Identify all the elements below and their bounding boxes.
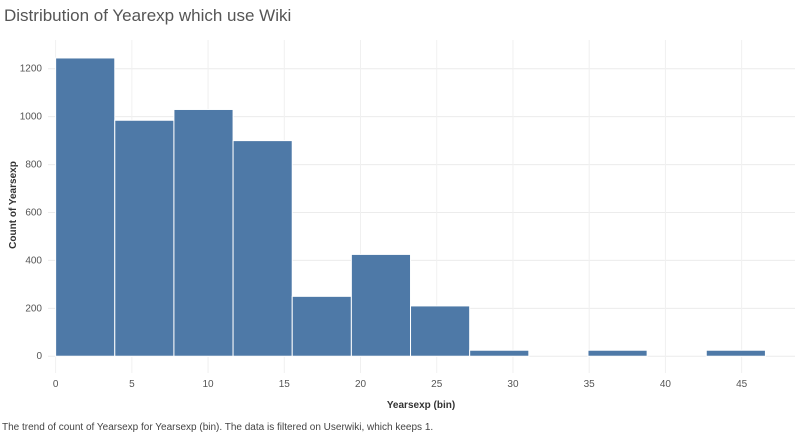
x-tick-label: 15 bbox=[279, 379, 291, 390]
chart-title: Distribution of Yearexp which use Wiki bbox=[4, 6, 292, 25]
bars bbox=[55, 57, 766, 357]
histogram-bar[interactable] bbox=[587, 349, 648, 357]
histogram-bar[interactable] bbox=[410, 305, 471, 357]
x-tick-label: 45 bbox=[736, 379, 748, 390]
y-tick-label: 200 bbox=[25, 303, 42, 314]
x-axis-title: Yearsexp (bin) bbox=[387, 400, 455, 411]
x-tick-label: 5 bbox=[129, 379, 135, 390]
y-tick-label: 800 bbox=[25, 160, 42, 171]
y-tick-label: 1000 bbox=[20, 112, 43, 123]
y-axis-title: Count of Yearsexp bbox=[8, 161, 19, 249]
x-tick-label: 35 bbox=[584, 379, 596, 390]
histogram-bar[interactable] bbox=[350, 253, 412, 357]
y-tick-label: 0 bbox=[36, 351, 42, 362]
histogram-bar[interactable] bbox=[173, 108, 234, 357]
histogram-bar[interactable] bbox=[705, 349, 766, 357]
histogram-bar[interactable] bbox=[291, 295, 352, 357]
chart-caption: The trend of count of Yearsexp for Years… bbox=[2, 422, 434, 433]
x-tick-label: 25 bbox=[431, 379, 443, 390]
y-tick-label: 400 bbox=[25, 255, 42, 266]
histogram-chart: 0 5 10 15 20 25 30 35 40 45 0 200 400 600 800 1000 1200… bbox=[8, 40, 795, 411]
x-tick-label: 10 bbox=[203, 379, 215, 390]
histogram-bar[interactable] bbox=[469, 349, 530, 357]
y-tick-label: 600 bbox=[25, 207, 42, 218]
x-tick-label: 20 bbox=[355, 379, 367, 390]
x-tick-label: 30 bbox=[507, 379, 519, 390]
y-axis-ticks: 0 200 400 600 800 1000 1200 bbox=[20, 64, 43, 362]
y-tick-label: 1200 bbox=[20, 64, 43, 75]
x-tick-label: 40 bbox=[660, 379, 672, 390]
histogram-bar[interactable] bbox=[55, 57, 116, 357]
histogram-bar[interactable] bbox=[232, 140, 293, 357]
x-tick-label: 0 bbox=[53, 379, 59, 390]
histogram-bar[interactable] bbox=[114, 119, 175, 357]
x-axis-ticks: 0 5 10 15 20 25 30 35 40 45 bbox=[53, 379, 748, 390]
